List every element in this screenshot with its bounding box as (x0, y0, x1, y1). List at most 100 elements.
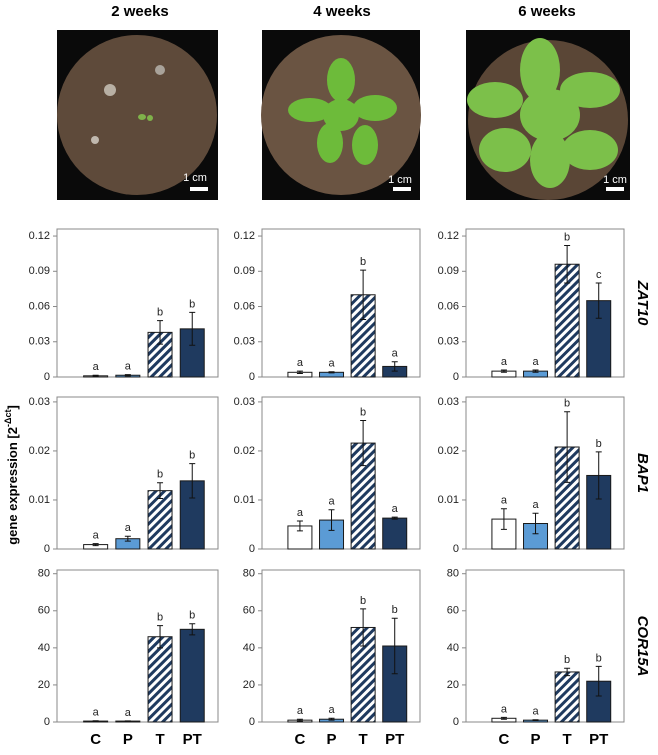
y-tick-label: 0.06 (234, 300, 255, 312)
significance-letter: b (360, 406, 366, 418)
y-tick-label: 0.03 (234, 336, 255, 348)
significance-letter: b (189, 450, 195, 462)
significance-letter: a (532, 499, 539, 511)
significance-letter: a (328, 358, 335, 370)
significance-letter: c (596, 269, 602, 281)
y-label-main: gene expression [2 (5, 427, 20, 545)
significance-letter: a (93, 530, 100, 542)
scale-label: 1 cm (388, 174, 412, 186)
x-tick-label: PT (589, 731, 608, 748)
y-tick-label: 0.03 (29, 396, 50, 408)
significance-letter: a (297, 705, 304, 717)
significance-letter: b (596, 438, 602, 450)
significance-letter: b (157, 469, 163, 481)
x-tick-label: P (327, 731, 337, 748)
significance-letter: b (360, 256, 366, 268)
bar (383, 518, 407, 549)
error-bar (533, 720, 539, 721)
significance-letter: a (93, 707, 100, 719)
y-tick-label: 0.02 (29, 445, 50, 457)
y-tick-label: 20 (447, 679, 459, 691)
significance-letter: a (93, 361, 100, 373)
y-tick-label: 0.09 (438, 265, 459, 277)
significance-letter: a (501, 356, 508, 368)
bar (148, 637, 172, 722)
significance-letter: b (564, 654, 570, 666)
significance-letter: b (564, 231, 570, 243)
x-tick-label: PT (385, 731, 404, 748)
significance-letter: a (125, 707, 132, 719)
significance-letter: b (157, 612, 163, 624)
column-title: 4 weeks (313, 3, 371, 20)
y-tick-label: 60 (447, 605, 459, 617)
significance-letter: b (392, 604, 398, 616)
y-tick-label: 0.03 (438, 336, 459, 348)
x-tick-label: T (155, 731, 164, 748)
y-tick-label: 0 (44, 371, 50, 383)
y-tick-label: 0.12 (29, 230, 50, 242)
x-tick-label: T (359, 731, 368, 748)
bar (148, 491, 172, 549)
y-tick-label: 0.12 (234, 230, 255, 242)
significance-letter: a (125, 361, 132, 373)
y-tick-label: 40 (243, 642, 255, 654)
error-bar (93, 721, 99, 722)
y-tick-label: 0.02 (438, 445, 459, 457)
significance-letter: b (189, 298, 195, 310)
y-tick-label: 0.01 (438, 494, 459, 506)
y-tick-label: 80 (38, 568, 50, 580)
y-tick-label: 80 (447, 568, 459, 580)
significance-letter: b (596, 652, 602, 664)
significance-letter: a (125, 522, 132, 534)
y-tick-label: 80 (243, 568, 255, 580)
y-tick-label: 0 (249, 716, 255, 728)
column-title: 2 weeks (111, 3, 169, 20)
y-label-sup: -Δct (3, 410, 13, 427)
significance-letter: a (297, 357, 304, 369)
column-title: 6 weeks (518, 3, 576, 20)
y-tick-label: 0 (453, 371, 459, 383)
y-tick-label: 0.06 (438, 300, 459, 312)
scale-label: 1 cm (183, 172, 207, 184)
y-tick-label: 0.02 (234, 445, 255, 457)
x-tick-label: PT (183, 731, 202, 748)
y-tick-label: 0 (453, 543, 459, 555)
x-tick-label: C (294, 731, 305, 748)
y-tick-label: 0.03 (438, 396, 459, 408)
significance-letter: a (392, 348, 399, 360)
significance-letter: a (297, 507, 304, 519)
significance-letter: a (501, 703, 508, 715)
y-tick-label: 0.01 (29, 494, 50, 506)
y-tick-label: 20 (38, 679, 50, 691)
bar (180, 629, 204, 722)
row-label: COR15A (634, 616, 651, 677)
y-tick-label: 0.01 (234, 494, 255, 506)
significance-letter: a (392, 503, 399, 515)
y-tick-label: 20 (243, 679, 255, 691)
bar (555, 672, 579, 722)
y-tick-label: 40 (38, 642, 50, 654)
significance-letter: b (360, 595, 366, 607)
significance-letter: b (189, 610, 195, 622)
y-tick-label: 0 (44, 716, 50, 728)
significance-letter: a (328, 496, 335, 508)
significance-letter: a (501, 495, 508, 507)
significance-letter: a (532, 706, 539, 718)
y-tick-label: 0 (249, 543, 255, 555)
y-tick-label: 0.09 (234, 265, 255, 277)
y-tick-label: 0.06 (29, 300, 50, 312)
y-tick-label: 0.12 (438, 230, 459, 242)
row-label: BAP1 (634, 453, 651, 493)
x-tick-label: P (531, 731, 541, 748)
y-tick-label: 0 (453, 716, 459, 728)
significance-letter: b (564, 398, 570, 410)
x-tick-label: C (90, 731, 101, 748)
x-tick-label: P (123, 731, 133, 748)
y-tick-label: 0.03 (29, 336, 50, 348)
y-tick-label: 0.03 (234, 396, 255, 408)
y-axis-label: gene expression [2-Δct] (3, 405, 20, 545)
y-tick-label: 0 (249, 371, 255, 383)
significance-letter: b (157, 307, 163, 319)
significance-letter: a (328, 704, 335, 716)
